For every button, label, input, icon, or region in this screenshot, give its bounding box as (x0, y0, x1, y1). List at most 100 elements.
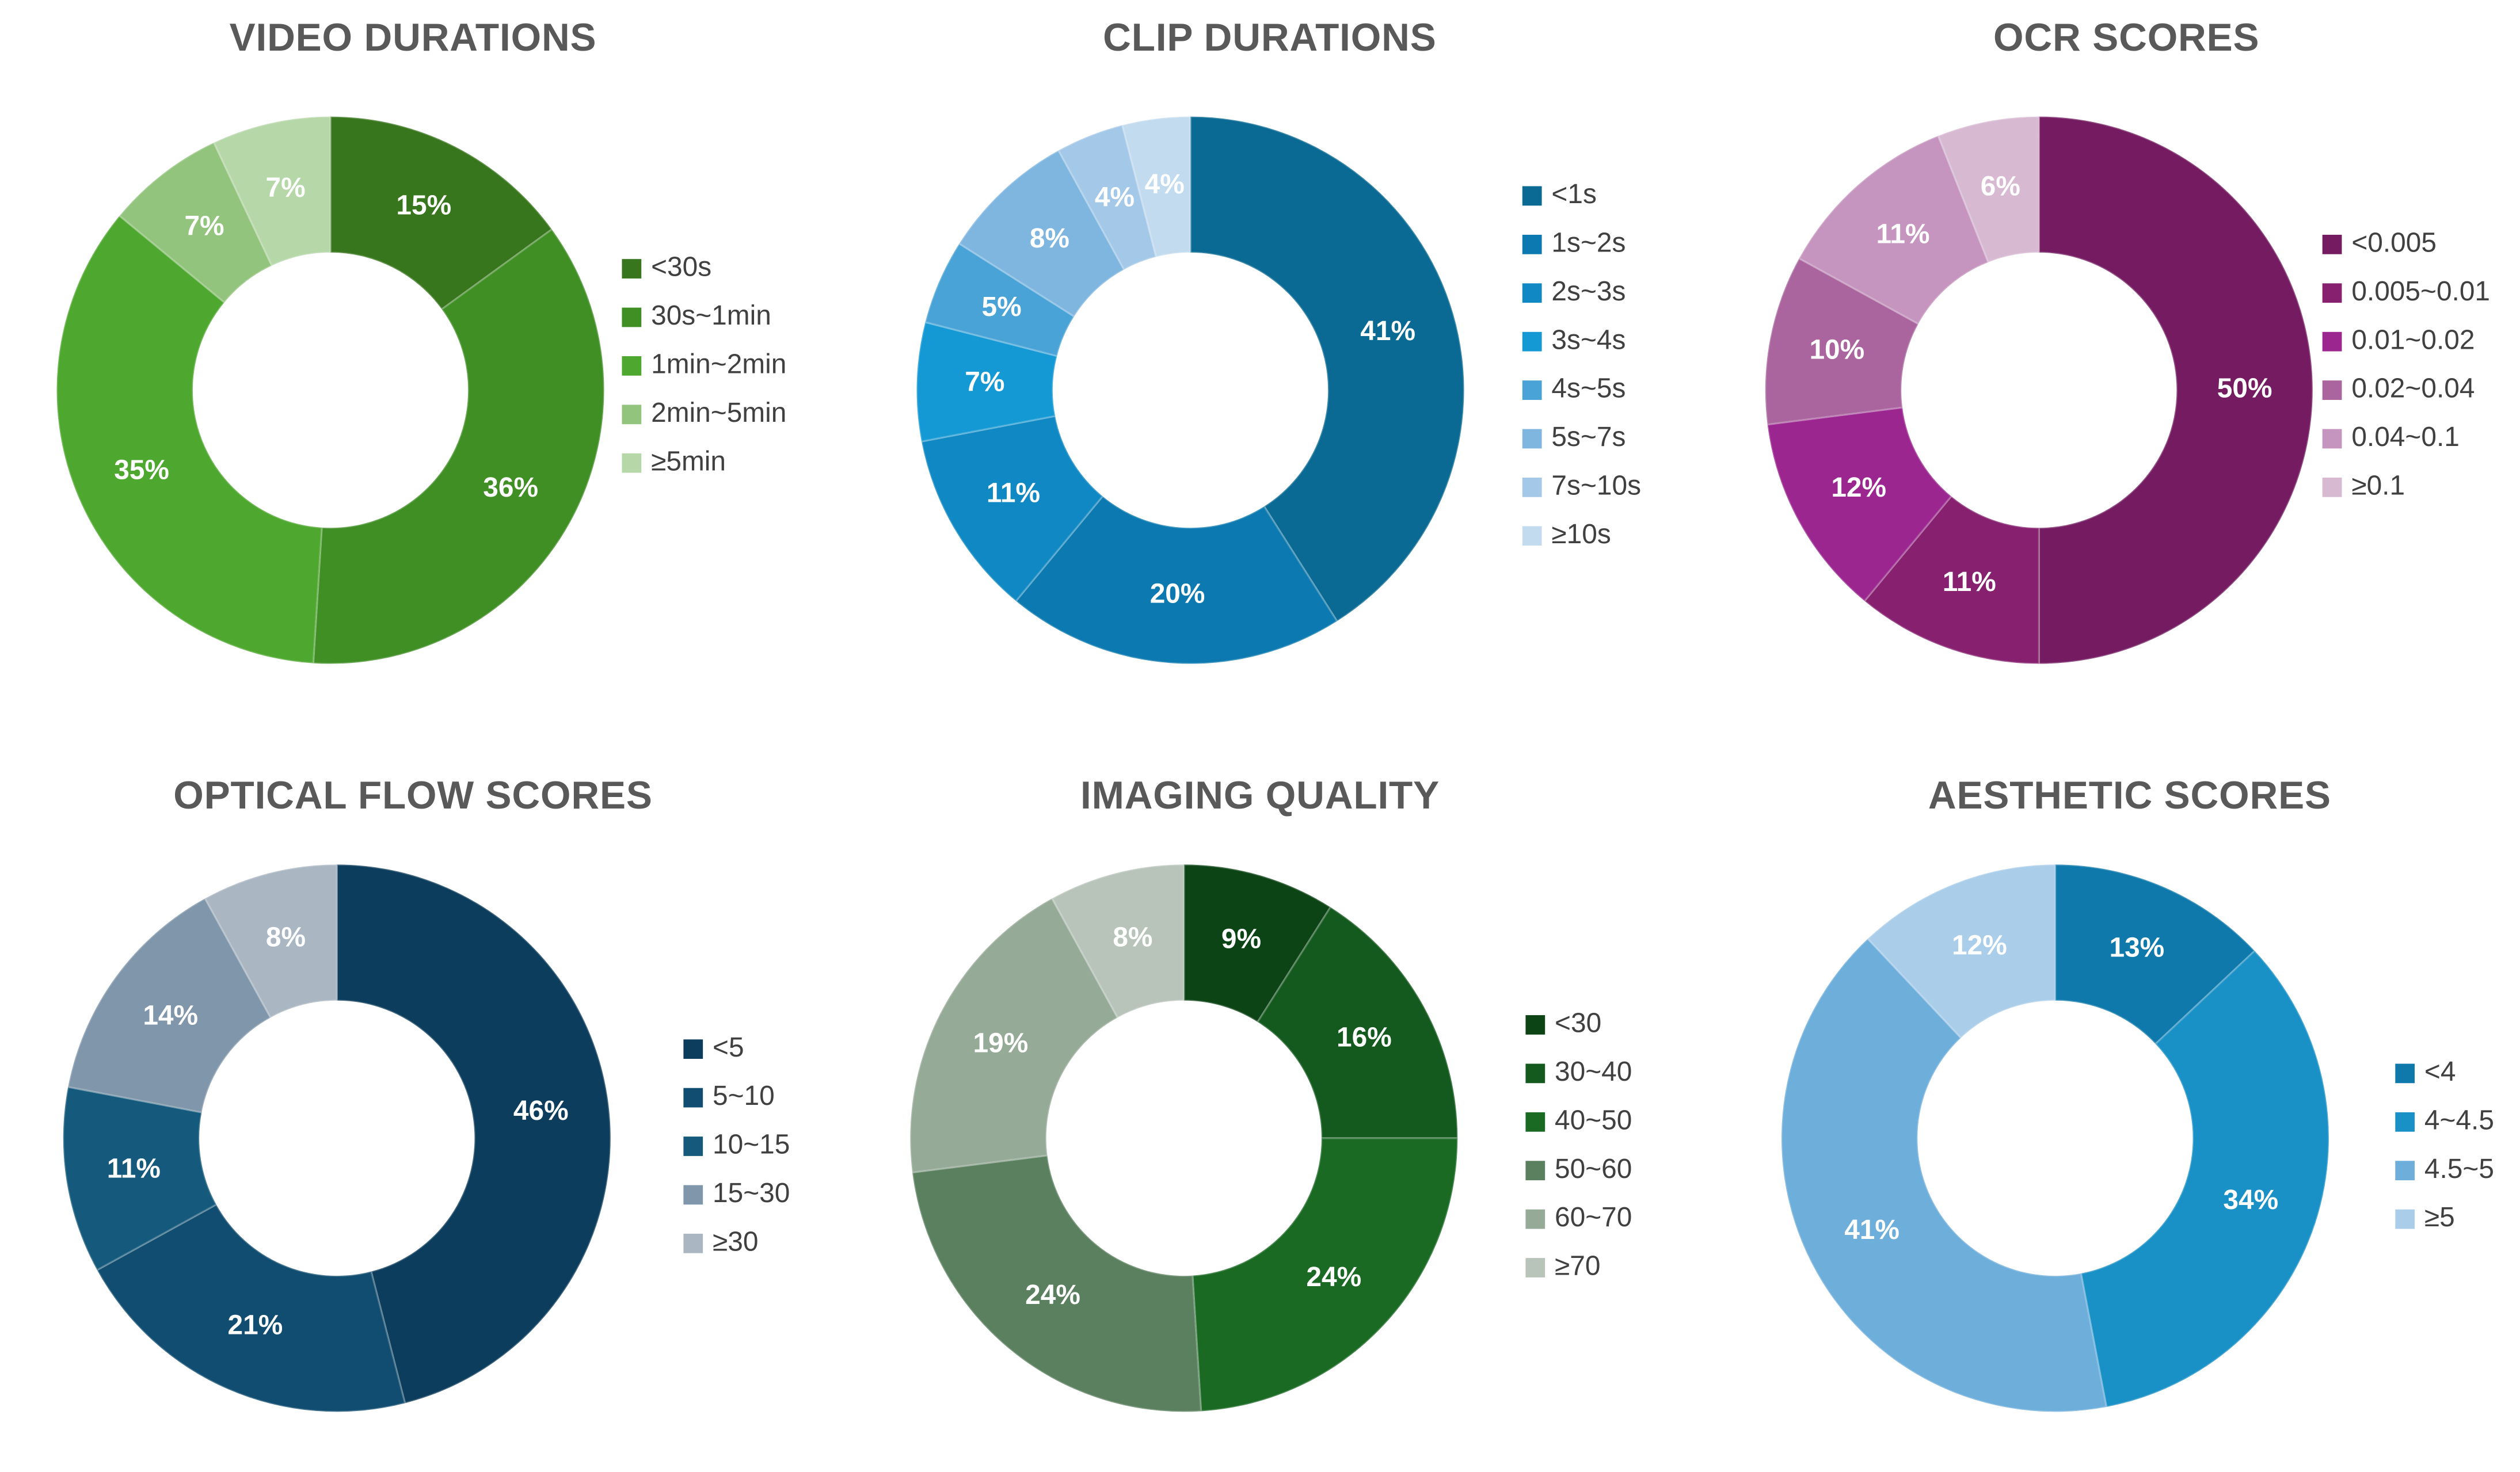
donut-slice-gte-70 (1050, 863, 1185, 1019)
legend-swatch (683, 1137, 703, 1156)
legend-swatch (2395, 1063, 2415, 1084)
slice-label: 24% (1025, 1280, 1080, 1310)
legend-label: <30s (651, 252, 711, 283)
chart-imaging-quality: IMAGING QUALITY 9% 16% 24% 24% 19% 8% <30 30~40 4… (909, 774, 1632, 1413)
legend-swatch (2322, 283, 2342, 303)
legend-swatch (2395, 1209, 2415, 1229)
legend-label: 50~60 (1555, 1154, 1632, 1184)
slice-label: 12% (1952, 930, 2007, 960)
donut-slice-5-to-10 (96, 1203, 406, 1413)
legend-label: <1s (1551, 179, 1596, 209)
legend-swatch (622, 405, 642, 425)
donut-slice-lt-1s (1189, 115, 1465, 623)
legend: <30 30~40 40~50 50~60 60~70 ≥70 (1525, 1008, 1632, 1282)
legend-label: 0.02~0.04 (2351, 373, 2475, 404)
slice-label: 13% (2109, 933, 2164, 963)
legend-swatch (2322, 429, 2342, 449)
slice-label: 19% (973, 1028, 1029, 1058)
chart-video-durations: VIDEO DURATIONS 15% 36% 35% 7% 7% <30s 30s~1min… (55, 16, 786, 665)
donut-slice-0p005-to-0p01 (1863, 494, 2040, 665)
donut-slice-50-to-60 (911, 1154, 1202, 1413)
legend-swatch (1525, 1209, 1546, 1229)
chart-title: CLIP DURATIONS (1103, 16, 1436, 59)
legend-label: 4~4.5 (2424, 1105, 2494, 1135)
slice-label: 15% (396, 190, 451, 220)
legend-label: ≥10s (1551, 519, 1611, 550)
donut-slice-30s-to-1min (312, 228, 606, 665)
legend-swatch (1525, 1112, 1546, 1132)
slice-label: 7% (266, 173, 306, 203)
legend-label: <30 (1555, 1008, 1601, 1039)
donut-slice-3s-to-4s (915, 321, 1059, 443)
donut-slice-4p5-to-5 (1780, 937, 2108, 1413)
legend-label: ≥0.1 (2351, 471, 2405, 501)
donut-slice-0p04-to-0p1 (1798, 134, 1990, 326)
legend-label: 4s~5s (1551, 373, 1626, 404)
legend: <4 4~4.5 4.5~5 ≥5 (2395, 1057, 2494, 1233)
slice-label: 8% (266, 922, 306, 952)
chart-title: AESTHETIC SCORES (1928, 774, 2331, 817)
slice-label: 50% (2217, 373, 2272, 404)
legend-label: ≥5min (651, 446, 726, 476)
legend-label: 30~40 (1555, 1057, 1632, 1087)
donut-slice-40-to-50 (1191, 1137, 1459, 1413)
slice-label: 5% (982, 292, 1022, 322)
slice-label: 10% (1809, 335, 1864, 365)
legend-swatch (2322, 380, 2342, 400)
legend-label: 0.01~0.02 (2351, 325, 2475, 355)
legend-swatch (1522, 526, 1542, 546)
donut-slice-lt-0p005 (2038, 115, 2314, 665)
donut-slice-lt-30 (1183, 863, 1332, 1024)
chart-title: IMAGING QUALITY (1080, 774, 1440, 817)
slice-label: 11% (1943, 567, 1996, 597)
donut-slice-2s-to-3s (920, 414, 1104, 602)
donut-slice-2min-to-5min (118, 141, 273, 304)
slice-label: 4% (1095, 182, 1135, 212)
legend-swatch (1522, 380, 1542, 400)
legend-swatch (683, 1233, 703, 1253)
legend: <0.005 0.005~0.01 0.01~0.02 0.02~0.04 0.04~0… (2322, 227, 2490, 501)
donut-slice-10-to-15 (62, 1085, 218, 1272)
donut-slice-1s-to-2s (1014, 494, 1339, 665)
legend-label: <4 (2424, 1057, 2456, 1087)
legend-swatch (683, 1185, 703, 1205)
legend: <1s 1s~2s 2s~3s 3s~4s 4s~5s 5s~7s 7s~10s ≥10s (1522, 179, 1641, 550)
slice-label: 41% (1844, 1215, 1899, 1245)
legend-swatch (1525, 1161, 1546, 1181)
donut-slice-0p01-to-0p02 (1766, 406, 1953, 602)
legend-swatch (622, 453, 642, 473)
legend: <30s 30s~1min 1min~2min 2min~5min ≥5min (622, 252, 786, 476)
slice-label: 24% (1306, 1262, 1361, 1292)
donut-slice-15-to-30 (67, 897, 272, 1114)
slice-label: 14% (143, 1001, 198, 1031)
legend-swatch (622, 259, 642, 279)
legend-label: ≥5 (2424, 1202, 2455, 1233)
legend-label: 10~15 (713, 1130, 790, 1160)
donut-slice-7s-to-10s (1057, 124, 1158, 271)
donut-slice-60-to-70 (909, 897, 1119, 1174)
slice-label: 11% (1876, 219, 1929, 250)
legend-swatch (2322, 234, 2342, 254)
legend: <5 5~10 10~15 15~30 ≥30 (683, 1032, 790, 1257)
slice-label: 20% (1150, 578, 1205, 609)
legend-label: 0.005~0.01 (2351, 276, 2490, 307)
slice-label: 34% (2223, 1185, 2278, 1215)
slice-label: 8% (1113, 922, 1152, 952)
legend-label: 5s~7s (1551, 422, 1626, 452)
legend-swatch (2395, 1161, 2415, 1181)
slice-label: 11% (987, 478, 1040, 509)
legend-swatch (683, 1039, 703, 1059)
legend-label: 2min~5min (651, 398, 786, 428)
legend-label: ≥30 (713, 1226, 758, 1257)
slice-label: 11% (107, 1153, 161, 1184)
legend-label: <0.005 (2351, 227, 2437, 258)
chart-title: OCR SCORES (1993, 16, 2259, 59)
legend-label: 1min~2min (651, 349, 786, 379)
donut-slice-gte-5min (212, 115, 332, 267)
donut-slice-gte-0p1 (1937, 115, 2040, 264)
legend-label: 7s~10s (1551, 471, 1641, 501)
legend-swatch (1522, 186, 1542, 206)
legend-swatch (622, 307, 642, 327)
legend-swatch (1522, 234, 1542, 254)
